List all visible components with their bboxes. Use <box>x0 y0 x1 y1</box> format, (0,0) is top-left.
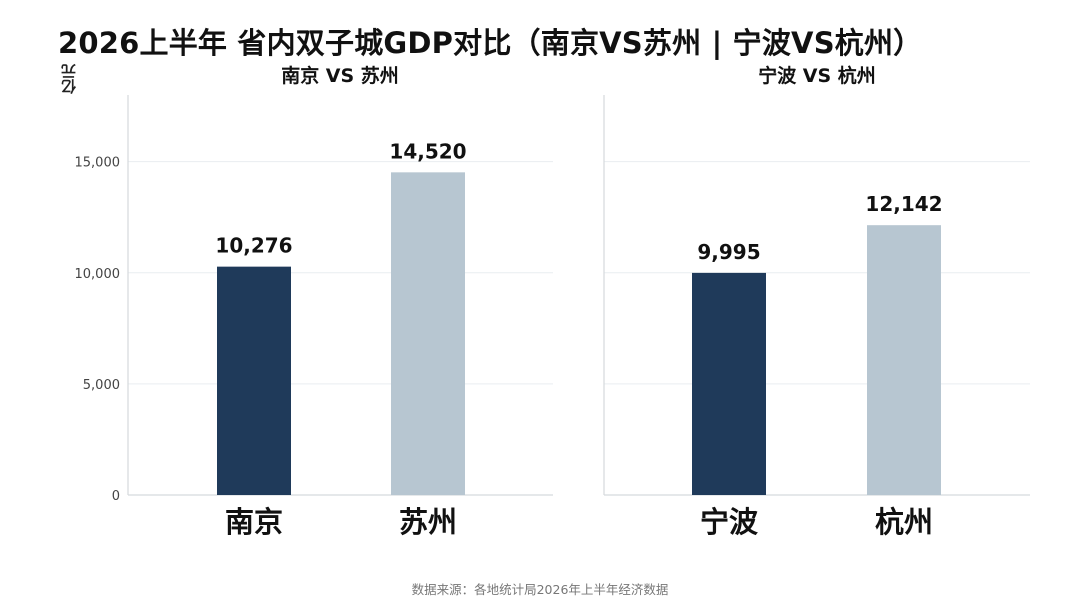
bar-value-label: 12,142 <box>865 192 942 216</box>
bar-南京 <box>217 266 291 495</box>
bar-杭州 <box>867 225 941 495</box>
bar-value-label: 14,520 <box>389 139 466 163</box>
bar-宁波 <box>692 272 766 495</box>
bar-value-label: 10,276 <box>215 234 292 258</box>
bar-value-label: 9,995 <box>697 240 760 264</box>
y-tick-label: 0 <box>112 489 120 504</box>
page-title: 2026上半年 省内双子城GDP对比（南京VS苏州 | 宁波VS杭州） <box>58 26 923 60</box>
data-source-note: 数据来源：各地统计局2026年上半年经济数据 <box>411 582 669 597</box>
y-tick-label: 15,000 <box>75 156 121 171</box>
bar-苏州 <box>391 172 465 496</box>
panel-title: 南京 VS 苏州 <box>281 64 399 87</box>
panel-title: 宁波 VS 杭州 <box>758 64 876 87</box>
x-category-label: 苏州 <box>399 505 457 539</box>
x-category-label: 宁波 <box>700 505 759 539</box>
x-category-label: 杭州 <box>875 505 933 539</box>
y-tick-label: 10,000 <box>75 267 121 282</box>
x-category-label: 南京 <box>225 505 283 539</box>
y-tick-label: 5,000 <box>83 378 120 393</box>
